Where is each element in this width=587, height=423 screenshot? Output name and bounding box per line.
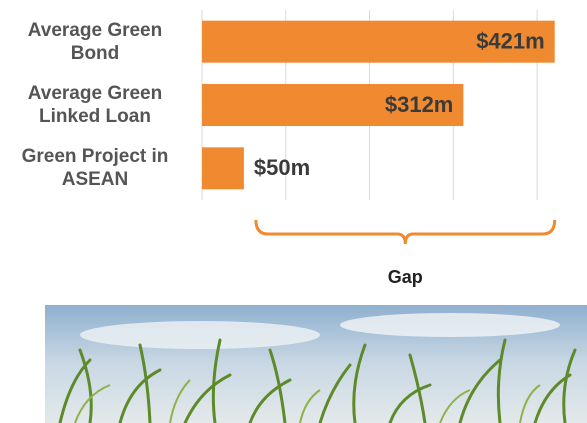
y-tick-label: Green Project in ASEAN bbox=[21, 146, 169, 191]
bracket bbox=[254, 219, 557, 245]
bar bbox=[202, 20, 555, 63]
photo bbox=[45, 305, 587, 423]
bar bbox=[202, 84, 464, 126]
value-label: $312m bbox=[385, 92, 454, 117]
value-label: $50m bbox=[254, 155, 310, 180]
value-label: $421m bbox=[476, 28, 545, 53]
y-tick-label: Average Green Bond bbox=[27, 19, 163, 64]
annotation: Gap bbox=[388, 267, 423, 287]
bar bbox=[202, 147, 244, 190]
y-tick-label: Average Green Linked Loan bbox=[27, 83, 163, 127]
